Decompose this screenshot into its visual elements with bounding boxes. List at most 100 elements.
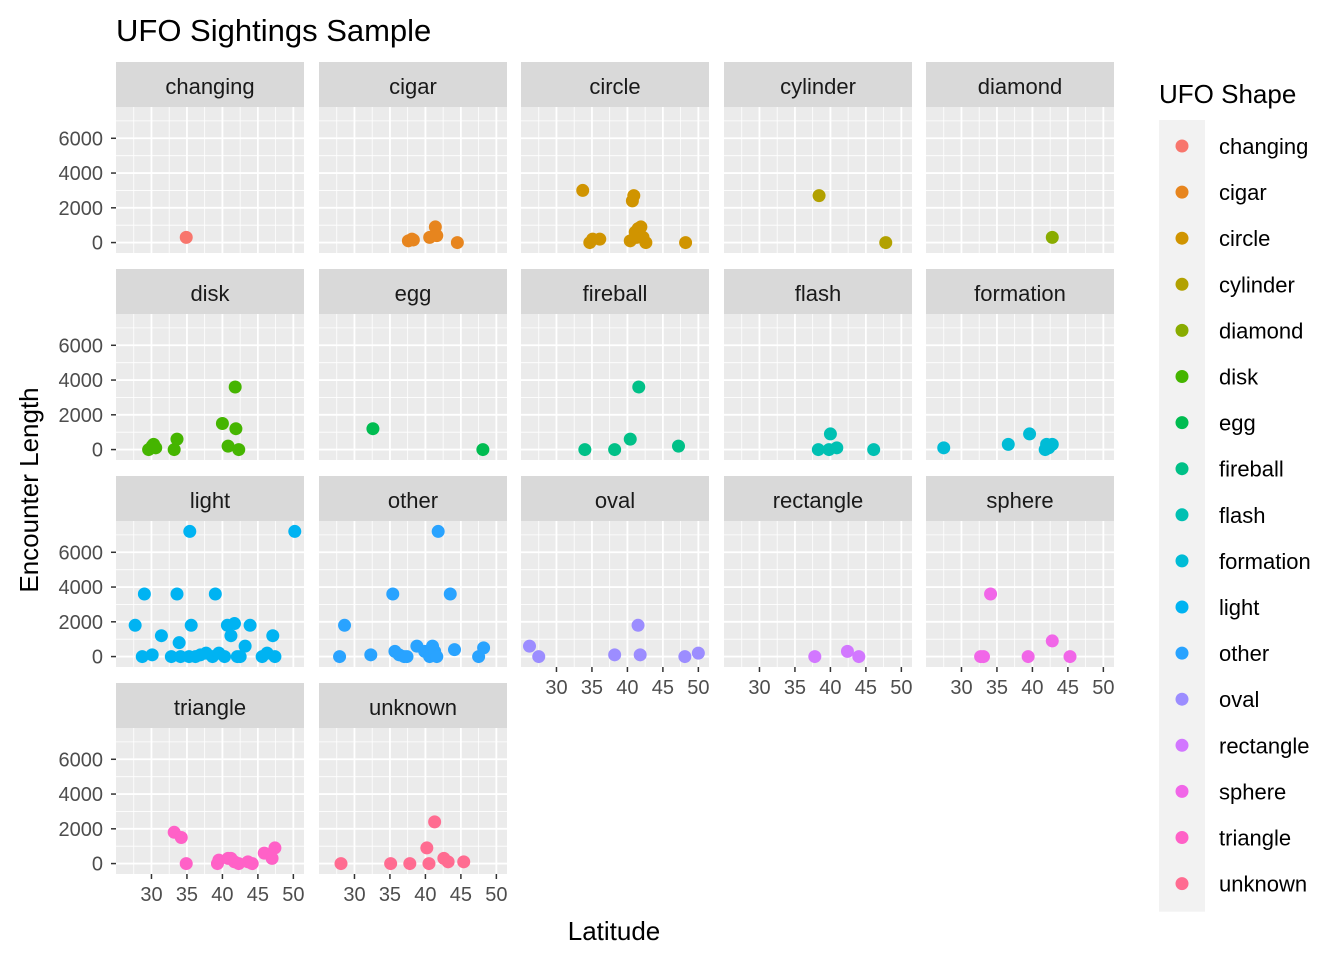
- legend-item-egg: egg: [1175, 411, 1256, 436]
- legend-item-cylinder: cylinder: [1175, 272, 1295, 297]
- legend-item-rectangle: rectangle: [1175, 733, 1310, 758]
- data-point: [1023, 427, 1037, 441]
- data-point: [384, 857, 398, 871]
- data-point: [238, 639, 252, 653]
- data-point: [448, 643, 462, 657]
- gridlines: [319, 314, 507, 460]
- data-point: [976, 650, 990, 664]
- facet-strip: [116, 476, 304, 521]
- data-point: [840, 644, 854, 658]
- data-point: [578, 443, 592, 457]
- data-point: [183, 524, 197, 538]
- facet-strip: [926, 476, 1114, 521]
- facet-panel-flash: flash: [724, 269, 912, 460]
- data-point: [1001, 437, 1015, 451]
- data-point: [232, 443, 246, 457]
- data-point: [400, 650, 414, 664]
- data-point: [420, 841, 434, 855]
- legend-label: cylinder: [1219, 272, 1295, 297]
- data-point: [229, 422, 243, 436]
- facet-strip-label: unknown: [369, 695, 457, 720]
- x-tick-label: 35: [176, 884, 198, 906]
- facet-strip: [319, 476, 507, 521]
- legend-key: [1175, 139, 1189, 153]
- data-point: [867, 443, 881, 457]
- data-point: [184, 618, 198, 632]
- data-point: [678, 650, 692, 664]
- facet-strip: [724, 476, 912, 521]
- facet-strip-label: triangle: [174, 695, 246, 720]
- facet-strip-label: changing: [165, 74, 254, 99]
- x-tick-label: 30: [140, 884, 162, 906]
- data-point: [215, 417, 229, 430]
- facet-panel-cylinder: cylinder: [724, 62, 912, 253]
- data-point: [224, 629, 238, 643]
- facet-strip: [926, 269, 1114, 314]
- legend-item-fireball: fireball: [1175, 457, 1284, 482]
- x-tick-label: 45: [855, 677, 877, 699]
- data-point: [128, 618, 142, 632]
- data-point: [430, 229, 444, 243]
- legend-key: [1175, 877, 1189, 891]
- data-point: [631, 618, 645, 632]
- legend-label: changing: [1219, 134, 1308, 159]
- data-point: [145, 648, 159, 662]
- data-point: [523, 639, 537, 653]
- data-point: [937, 441, 951, 455]
- gridlines: [116, 728, 304, 874]
- data-point: [406, 233, 420, 247]
- y-tick-label: 6000: [59, 542, 104, 564]
- y-tick-label: 2000: [59, 612, 104, 634]
- panel-background: [724, 107, 912, 253]
- data-point: [233, 650, 247, 664]
- gridlines: [926, 314, 1114, 460]
- data-point: [170, 587, 184, 601]
- facet-panel-changing: changing 0 2000 4000 6000: [59, 62, 304, 255]
- panel-background: [521, 521, 709, 667]
- legend-label: other: [1219, 641, 1269, 666]
- panel-background: [724, 314, 912, 460]
- data-point: [879, 236, 893, 250]
- legend-label: oval: [1219, 687, 1259, 712]
- x-tick-label: 30: [545, 677, 567, 699]
- legend-key: [1175, 554, 1189, 568]
- data-point: [366, 422, 380, 436]
- legend-label: triangle: [1219, 826, 1291, 851]
- facet-strip: [521, 269, 709, 314]
- data-point: [691, 646, 705, 660]
- y-tick-label: 4000: [59, 370, 104, 392]
- facet-strip: [116, 683, 304, 728]
- facet-panel-fireball: fireball: [521, 269, 709, 460]
- legend-item-sphere: sphere: [1175, 779, 1286, 804]
- data-point: [430, 650, 444, 664]
- x-tick-label: 40: [1021, 677, 1043, 699]
- panel-background: [926, 521, 1114, 667]
- data-point: [808, 650, 822, 664]
- gridlines: [521, 314, 709, 460]
- legend-key: [1175, 692, 1189, 706]
- data-point: [812, 189, 826, 203]
- x-tick-label: 45: [652, 677, 674, 699]
- legend-key: [1175, 646, 1189, 660]
- facet-strip: [521, 476, 709, 521]
- x-tick-label: 30: [748, 677, 770, 699]
- facet-panel-oval: oval 30 35 40 45 50: [521, 476, 709, 699]
- x-tick-label: 40: [211, 884, 233, 906]
- data-point: [174, 831, 188, 844]
- facet-strip-label: light: [190, 488, 230, 513]
- facet-strip: [724, 62, 912, 107]
- facet-panel-unknown: unknown 30 35 40 45 50: [319, 683, 507, 906]
- legend-item-flash: flash: [1175, 503, 1265, 528]
- data-point: [268, 841, 282, 855]
- data-point: [208, 587, 222, 601]
- gridlines: [724, 521, 912, 667]
- facet-strip-label: disk: [190, 281, 230, 306]
- data-point: [441, 855, 455, 869]
- data-point: [639, 236, 653, 250]
- legend-label: disk: [1219, 365, 1259, 390]
- data-point: [477, 641, 491, 655]
- data-point: [403, 857, 417, 871]
- facet-panel-sphere: sphere 30 35 40 45 50: [926, 476, 1114, 699]
- legend-item-circle: circle: [1175, 226, 1270, 251]
